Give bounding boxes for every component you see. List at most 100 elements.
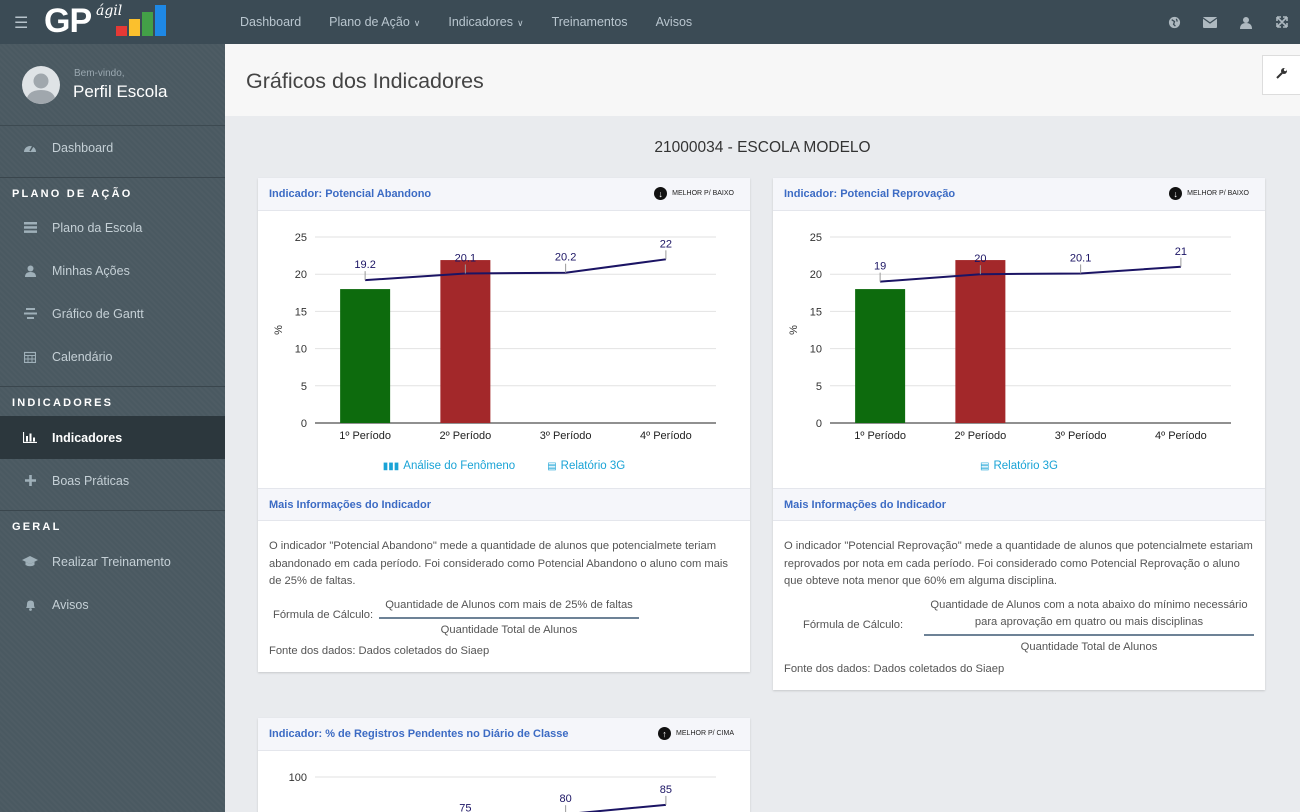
- bar-chart-icon: [22, 432, 38, 443]
- sidebar-item-label: Dashboard: [52, 140, 114, 155]
- data-label: 21: [1175, 246, 1187, 258]
- relatorio-3g-link[interactable]: ▤ Relatório 3G: [980, 460, 1058, 472]
- link-label: Relatório 3G: [993, 460, 1058, 472]
- sidebar-item-label: Avisos: [52, 597, 89, 612]
- topnav-indicadores[interactable]: Indicadores ∨: [448, 15, 523, 29]
- topnav-treinamentos[interactable]: Treinamentos: [552, 15, 628, 29]
- sidebar-item-avisos[interactable]: Avisos: [0, 583, 225, 626]
- x-tick-label: 1º Período: [339, 430, 391, 442]
- dashboard-icon: [22, 142, 38, 153]
- chart-potencial-reprovacao: 0 5 10 15 20 25% 1º Período 2º Período 3º Períod…: [788, 232, 1231, 442]
- panel-title: Indicador: % de Registros Pendentes no D…: [269, 728, 569, 740]
- data-label: 85: [660, 784, 672, 796]
- data-label: 19: [874, 261, 886, 273]
- formula-fraction: Quantidade de Alunos com a nota abaixo d…: [924, 597, 1254, 653]
- top-nav: Dashboard Plano de Ação ∨ Indicadores ∨ Tr…: [240, 0, 720, 44]
- x-tick-label: 4º Período: [640, 430, 692, 442]
- link-label: Análise do Fenômeno: [403, 460, 516, 472]
- app-logo[interactable]: GP ágil: [44, 2, 176, 40]
- y-tick-label: 20: [295, 269, 307, 281]
- sidebar-item-label: Minhas Ações: [52, 263, 130, 278]
- x-tick-label: 3º Período: [540, 430, 592, 442]
- panel-links: ▮▮▮ Análise do Fenômeno ▤ Relatório 3G: [258, 460, 750, 472]
- welcome-text: Bem-vindo,: [74, 68, 125, 79]
- topnav-plano-de-acao[interactable]: Plano de Ação ∨: [329, 15, 420, 29]
- series-line: [365, 258, 667, 282]
- data-label: 20: [974, 253, 986, 265]
- sidebar-item-label: Realizar Treinamento: [52, 554, 171, 569]
- menu-toggle-icon[interactable]: ☰: [14, 15, 29, 32]
- panel-header: Indicador: % de Registros Pendentes no D…: [258, 718, 750, 751]
- y-tick-label: 15: [810, 306, 822, 318]
- user-icon: [22, 265, 38, 277]
- sidebar-item-gantt[interactable]: Gráfico de Gantt: [0, 292, 225, 335]
- page-header: Gráficos dos Indicadores: [225, 44, 1300, 116]
- sidebar-item-plano-escola[interactable]: Plano da Escola: [0, 206, 225, 249]
- sidebar-item-label: Plano da Escola: [52, 220, 143, 235]
- calendar-icon: [22, 351, 38, 363]
- topnav-avisos[interactable]: Avisos: [656, 15, 693, 29]
- panel-header: Indicador: Potencial Abandono ↓ MELHOR P…: [258, 178, 750, 211]
- y-tick-label: 5: [816, 381, 822, 393]
- relatorio-3g-link[interactable]: ▤ Relatório 3G: [547, 460, 625, 472]
- sidebar-section-geral: GERAL: [0, 510, 225, 543]
- sidebar: Bem-vindo, Perfil Escola Dashboard PLANO…: [0, 44, 225, 812]
- topnav-label: Indicadores: [448, 15, 513, 29]
- data-label: 22: [660, 238, 672, 250]
- bell-icon: [22, 599, 38, 611]
- info-text: O indicador "Potencial Abandono" mede a …: [269, 540, 728, 587]
- badge-label: MELHOR P/ CIMA: [676, 730, 734, 737]
- topnav-label: Avisos: [655, 15, 693, 29]
- info-title: Mais Informações do Indicador: [784, 499, 946, 511]
- sidebar-item-label: Calendário: [52, 349, 113, 364]
- y-tick-label: 0: [816, 418, 822, 430]
- globe-icon[interactable]: [1156, 0, 1192, 44]
- formula-numerator: Quantidade de Alunos com mais de 25% de …: [379, 597, 639, 619]
- school-title: 21000034 - ESCOLA MODELO: [654, 139, 871, 156]
- y-axis-label: %: [273, 325, 285, 335]
- settings-button[interactable]: [1262, 55, 1300, 95]
- logo-bar: [155, 5, 166, 36]
- data-label: 20.2: [555, 252, 576, 264]
- sidebar-item-indicadores[interactable]: Indicadores: [0, 416, 225, 459]
- formula-fraction: Quantidade de Alunos com mais de 25% de …: [379, 597, 639, 636]
- chevron-down-icon: ∨: [413, 18, 421, 28]
- arrow-down-icon: ↓: [654, 187, 668, 200]
- data-label: 19.2: [354, 259, 375, 271]
- analise-fenomeno-link[interactable]: ▮▮▮ Análise do Fenômeno: [383, 460, 515, 472]
- link-label: Relatório 3G: [560, 460, 626, 472]
- y-tick-label: 10: [295, 344, 307, 356]
- page-title: Gráficos dos Indicadores: [246, 69, 484, 93]
- sidebar-item-boas-praticas[interactable]: Boas Práticas: [0, 459, 225, 502]
- topnav-dashboard[interactable]: Dashboard: [240, 15, 301, 29]
- fullscreen-icon[interactable]: [1264, 0, 1300, 44]
- user-icon[interactable]: [1228, 0, 1264, 44]
- bar-chart-icon: ▮▮▮: [382, 460, 400, 472]
- sidebar-item-label: Indicadores: [52, 430, 123, 445]
- sidebar-section-plano: PLANO DE AÇÃO: [0, 177, 225, 210]
- sidebar-item-minhas-acoes[interactable]: Minhas Ações: [0, 249, 225, 292]
- info-header: Mais Informações do Indicador: [258, 488, 750, 521]
- top-icons: [1156, 0, 1300, 44]
- series-line: [880, 265, 1181, 283]
- logo-text: GP: [44, 2, 92, 40]
- panel-potencial-reprovacao: Indicador: Potencial Reprovação ↓ MELHOR…: [773, 178, 1265, 690]
- y-tick-label: 100: [289, 772, 307, 784]
- data-label: 20.1: [1070, 252, 1091, 264]
- info-header: Mais Informações do Indicador: [773, 488, 1265, 521]
- avatar[interactable]: [22, 66, 60, 104]
- sidebar-item-treinamento[interactable]: Realizar Treinamento: [0, 540, 225, 583]
- sidebar-item-dashboard[interactable]: Dashboard: [0, 126, 225, 169]
- y-axis-label: %: [788, 325, 800, 335]
- document-icon: ▤: [547, 460, 557, 472]
- better-direction-badge: ↓ MELHOR P/ BAIXO: [654, 187, 734, 200]
- envelope-icon[interactable]: [1192, 0, 1228, 44]
- arrow-down-icon: ↓: [1169, 187, 1183, 200]
- profile-name: Perfil Escola: [73, 82, 168, 101]
- x-tick-label: 1º Período: [854, 430, 906, 442]
- panel-title: Indicador: Potencial Abandono: [269, 188, 432, 200]
- x-tick-label: 3º Período: [1055, 430, 1107, 442]
- x-tick-label: 2º Período: [955, 430, 1007, 442]
- data-label: 80: [560, 793, 572, 805]
- sidebar-item-calendario[interactable]: Calendário: [0, 335, 225, 378]
